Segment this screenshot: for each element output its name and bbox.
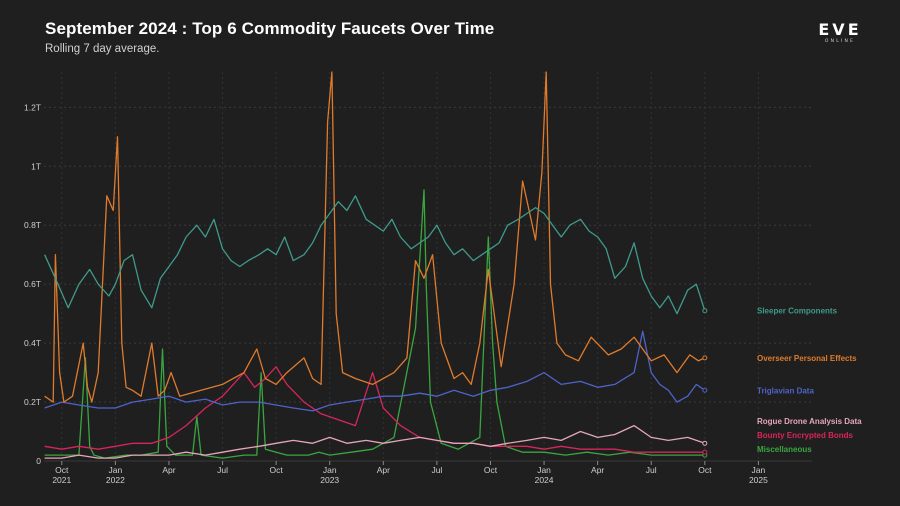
series-line-overseer-personal-effects xyxy=(44,71,706,403)
x-tick-label: Jan xyxy=(323,465,337,475)
y-tick-label: 0.4T xyxy=(24,338,41,348)
series-lines xyxy=(44,71,708,459)
x-tick-label: Apr xyxy=(591,465,604,475)
y-tick-label: 1T xyxy=(31,161,41,171)
legend-label-bounty-encrypted-bonds: Bounty Encrypted Bonds xyxy=(757,431,854,440)
y-tick-label: 1.2T xyxy=(24,102,41,112)
x-tick-label: Jan xyxy=(537,465,551,475)
legend: Sleeper Components Overseer Personal Effe… xyxy=(757,307,862,454)
logo-sub-text: ONLINE xyxy=(824,39,856,44)
y-tick-label: 0 xyxy=(36,456,41,466)
x-tick-year: 2022 xyxy=(106,475,125,485)
y-tick-label: 0.6T xyxy=(24,279,41,289)
series-end-marker xyxy=(702,308,708,314)
legend-label-miscellaneous: Miscellaneous xyxy=(757,445,812,454)
legend-label-overseer-personal-effects: Overseer Personal Effects xyxy=(757,354,857,363)
series-end-marker xyxy=(702,387,708,393)
logo-main-text: EVE xyxy=(818,20,862,39)
series-line-triglavian-data xyxy=(44,330,706,412)
x-tick-label: Apr xyxy=(162,465,175,475)
grid xyxy=(44,72,812,462)
y-tick-label: 0.8T xyxy=(24,220,41,230)
legend-label-triglavian-data: Triglavian Data xyxy=(757,386,814,395)
y-axis: 0 0.2T 0.4T 0.6T 0.8T 1T 1.2T xyxy=(24,102,41,466)
x-tick-label: Jul xyxy=(431,465,442,475)
series-line-bounty-encrypted-bonds xyxy=(44,366,705,453)
series-end-marker xyxy=(702,449,708,455)
x-tick-year: 2021 xyxy=(52,475,71,485)
y-tick-label: 0.2T xyxy=(24,397,41,407)
chart-subtitle: Rolling 7 day average. xyxy=(45,43,160,55)
x-tick-label: Jan xyxy=(752,465,766,475)
x-tick-label: Oct xyxy=(270,465,284,475)
x-tick-label: Oct xyxy=(55,465,69,475)
x-tick-label: Apr xyxy=(377,465,390,475)
chart-title: September 2024 : Top 6 Commodity Faucets… xyxy=(45,19,495,38)
legend-label-rogue-drone-analysis-data: Rogue Drone Analysis Data xyxy=(757,417,862,426)
x-tick-label: Jul xyxy=(646,465,657,475)
x-tick-label: Oct xyxy=(698,465,712,475)
x-tick-year: 2024 xyxy=(535,475,554,485)
series-line-rogue-drone-analysis-data xyxy=(44,424,706,459)
series-line-sleeper-components xyxy=(44,195,706,315)
series-end-marker xyxy=(702,440,708,446)
x-tick-label: Jan xyxy=(109,465,123,475)
x-tick-year: 2025 xyxy=(749,475,768,485)
eve-online-logo: EVE ONLINE xyxy=(812,22,868,45)
series-line-miscellaneous xyxy=(44,189,705,459)
x-tick-label: Oct xyxy=(484,465,498,475)
x-tick-year: 2023 xyxy=(320,475,339,485)
legend-label-sleeper-components: Sleeper Components xyxy=(757,307,838,316)
series-end-marker xyxy=(702,355,708,361)
x-tick-label: Jul xyxy=(217,465,228,475)
